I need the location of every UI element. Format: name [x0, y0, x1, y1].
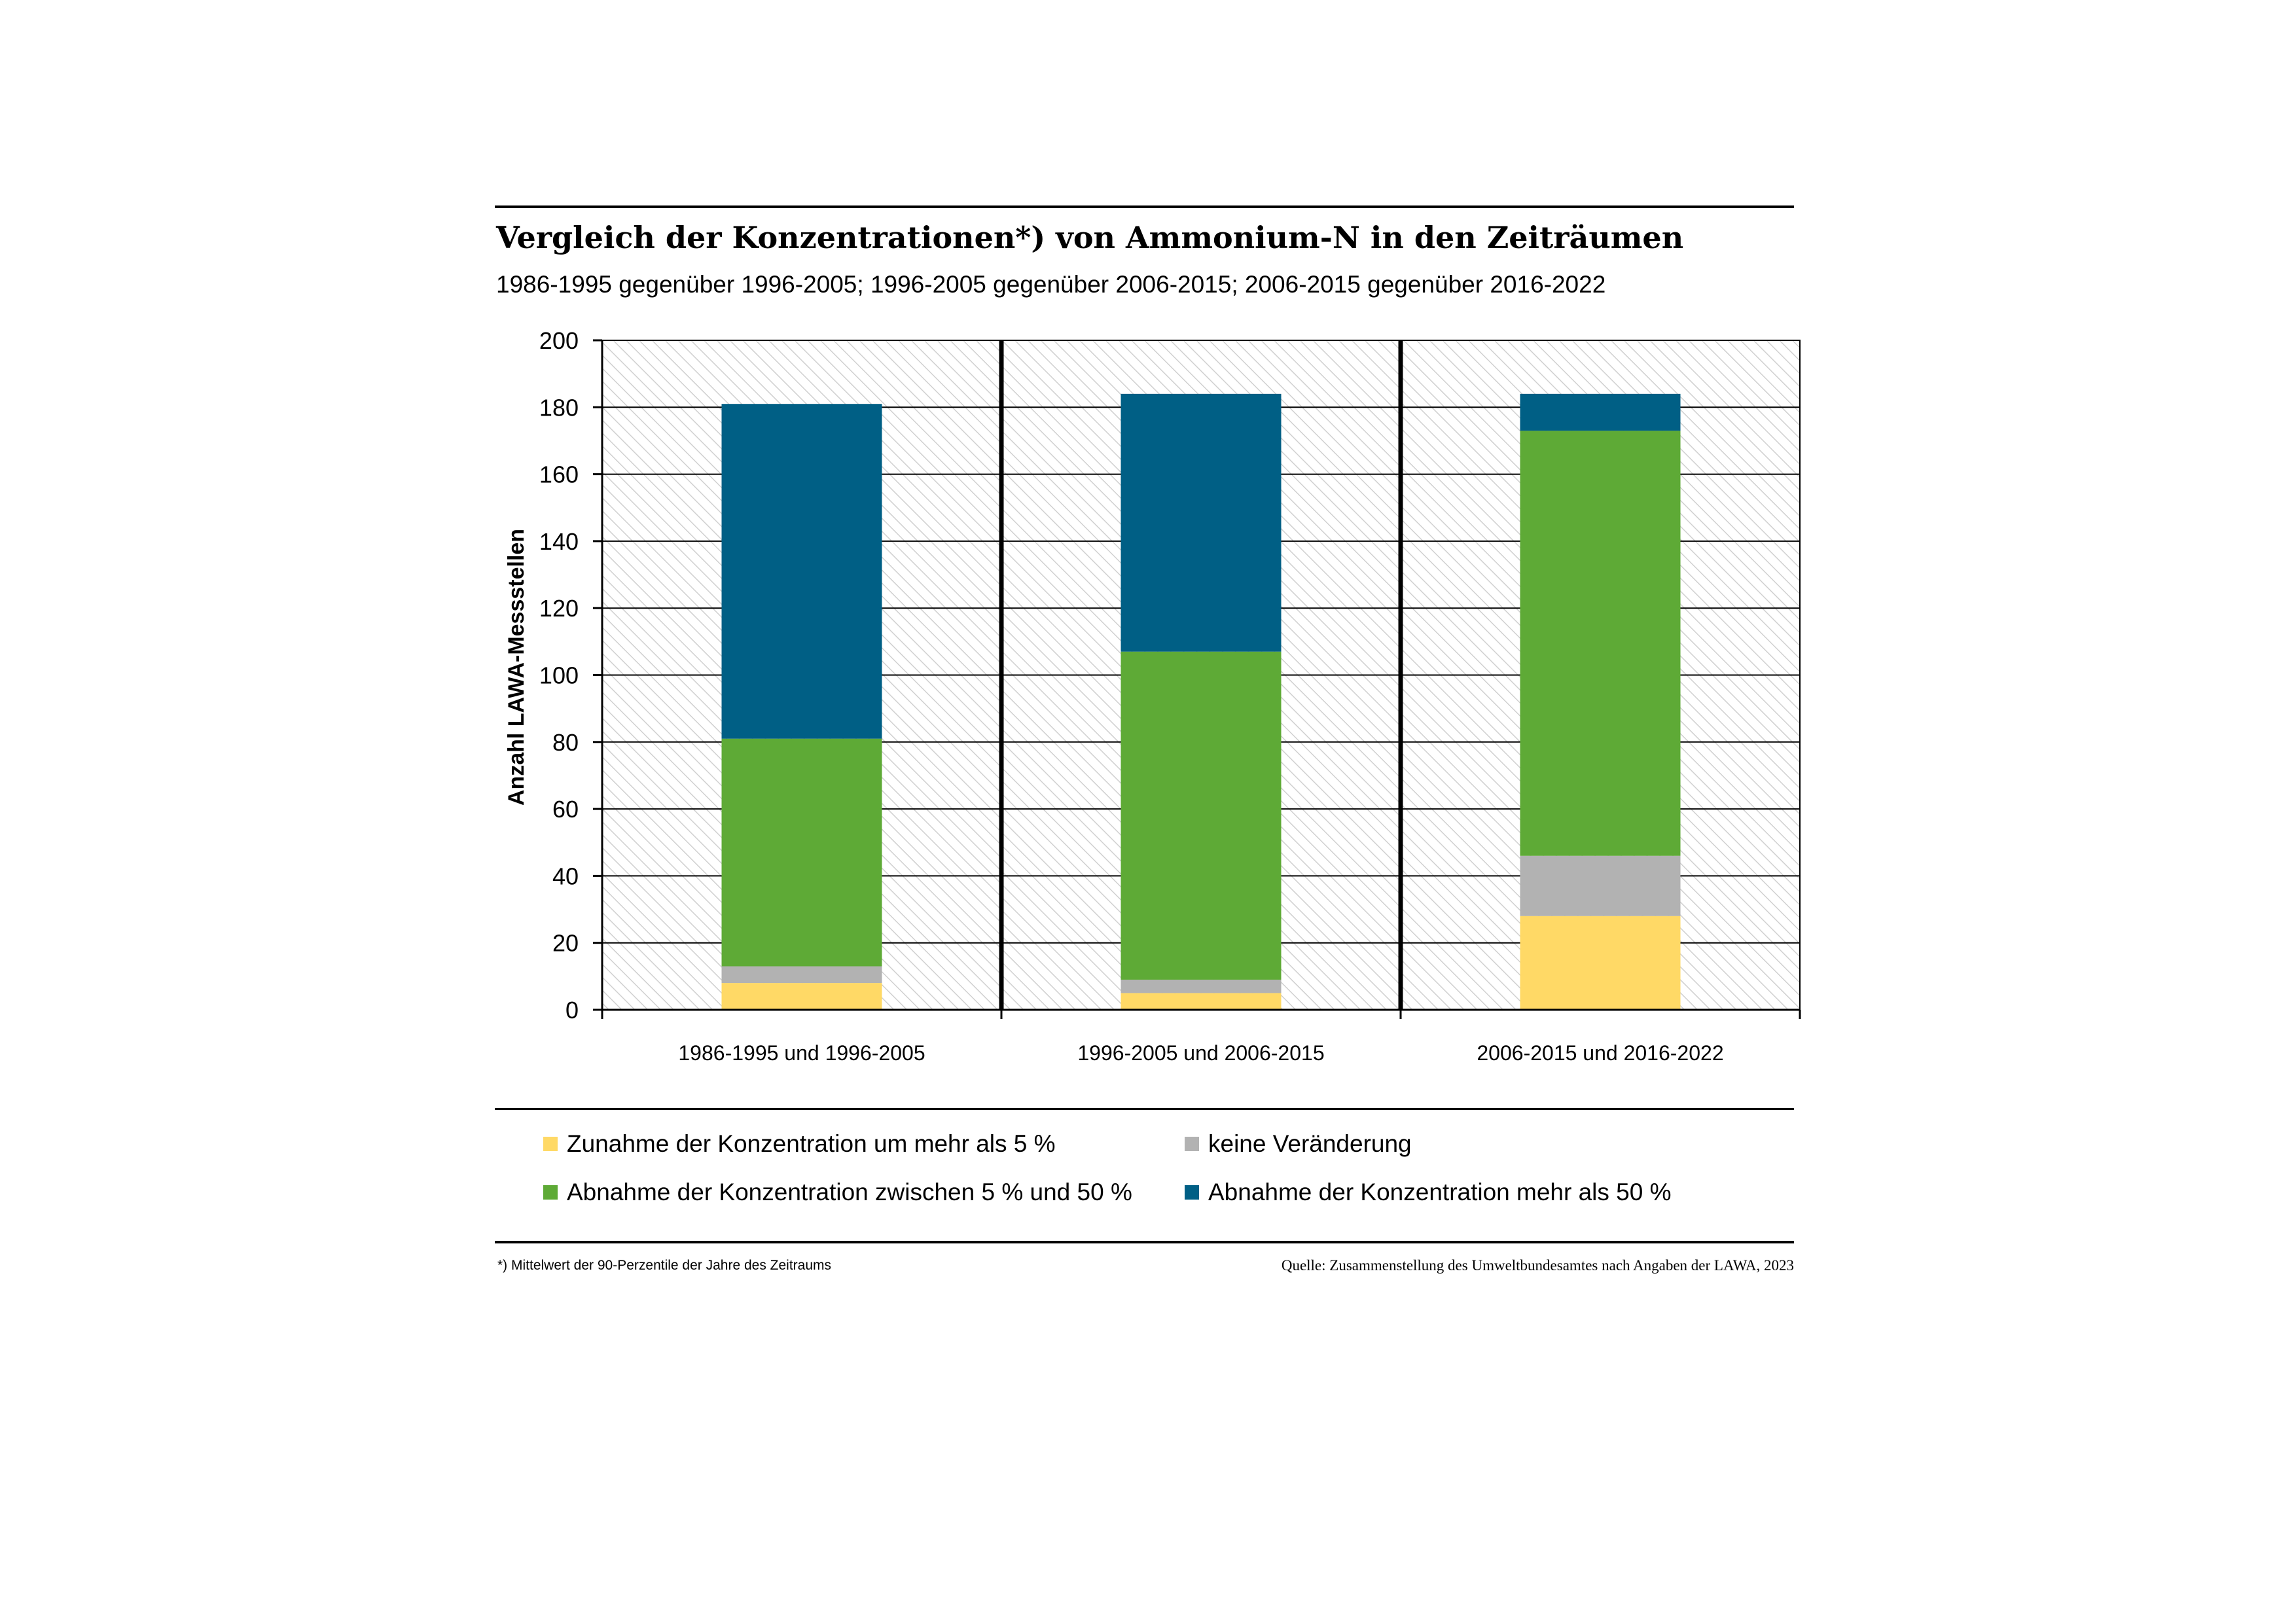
- x-tick-label: 1986-1995 und 1996-2005: [678, 1041, 925, 1065]
- bar-segment: [721, 738, 882, 967]
- legend-item-abnahme-5-50: Abnahme der Konzentration zwischen 5 % u…: [543, 1179, 1132, 1206]
- bar-segment: [721, 983, 882, 1010]
- chart-subtitle: 1986-1995 gegenüber 1996-2005; 1996-2005…: [496, 271, 1606, 298]
- y-tick-label: 20: [552, 930, 579, 957]
- bar-segment: [721, 404, 882, 739]
- y-tick-label: 160: [539, 461, 579, 488]
- chart-title: Vergleich der Konzentrationen*) von Ammo…: [496, 220, 1684, 255]
- y-tick-label: 80: [552, 729, 579, 756]
- legend-swatch-yellow: [543, 1137, 558, 1151]
- legend-label: Zunahme der Konzentration um mehr als 5 …: [567, 1130, 1056, 1157]
- legend-label: keine Veränderung: [1208, 1130, 1412, 1157]
- legend-swatch-gray: [1185, 1137, 1199, 1151]
- axes: [593, 339, 1801, 1019]
- legend-label: Abnahme der Konzentration zwischen 5 % u…: [567, 1179, 1132, 1205]
- y-tick-label: 0: [565, 997, 579, 1024]
- bar-segment: [1520, 916, 1681, 1010]
- bar-segment: [1121, 979, 1282, 993]
- y-tick-label: 180: [539, 394, 579, 421]
- legend-label: Abnahme der Konzentration mehr als 50 %: [1208, 1179, 1672, 1205]
- bar-segment: [1121, 993, 1282, 1010]
- legend-item-abnahme-50: Abnahme der Konzentration mehr als 50 %: [1185, 1179, 1672, 1206]
- bar-segment: [721, 966, 882, 984]
- y-tick-label: 140: [539, 528, 579, 555]
- y-tick-label: 100: [539, 662, 579, 689]
- source-note: Quelle: Zusammenstellung des Umweltbunde…: [1281, 1257, 1794, 1274]
- x-tick-labels: 1986-1995 und 1996-2005 1996-2005 und 200…: [678, 1041, 1723, 1065]
- bar-segment: [1520, 393, 1681, 431]
- legend-item-keine-veraenderung: keine Veränderung: [1185, 1130, 1412, 1158]
- x-tick-label: 1996-2005 und 2006-2015: [1077, 1041, 1324, 1065]
- y-axis-label: Anzahl LAWA-Messstellen: [504, 529, 529, 806]
- legend-item-zunahme: Zunahme der Konzentration um mehr als 5 …: [543, 1130, 1056, 1158]
- y-tick-label: 60: [552, 796, 579, 823]
- bar-segment: [1520, 855, 1681, 916]
- group-separators: [999, 340, 1403, 1010]
- legend-swatch-blue: [1185, 1185, 1199, 1200]
- footnote: *) Mittelwert der 90-Perzentile der Jahr…: [497, 1258, 832, 1273]
- y-tick-label: 40: [552, 863, 579, 889]
- y-tick-label: 120: [539, 595, 579, 622]
- top-rule: [495, 205, 1794, 208]
- bar-segment: [1520, 431, 1681, 856]
- bar-segment: [1121, 393, 1282, 652]
- bars: [721, 393, 1681, 1010]
- legend-top-rule: [495, 1108, 1794, 1110]
- footer-rule: [495, 1241, 1794, 1243]
- y-tick-labels: 0 20 40 60 80 100 120 140 160 180 200: [539, 327, 579, 1024]
- legend-swatch-green: [543, 1185, 558, 1200]
- y-tick-label: 200: [539, 327, 579, 354]
- bar-segment: [1121, 651, 1282, 980]
- x-tick-label: 2006-2015 und 2016-2022: [1477, 1041, 1723, 1065]
